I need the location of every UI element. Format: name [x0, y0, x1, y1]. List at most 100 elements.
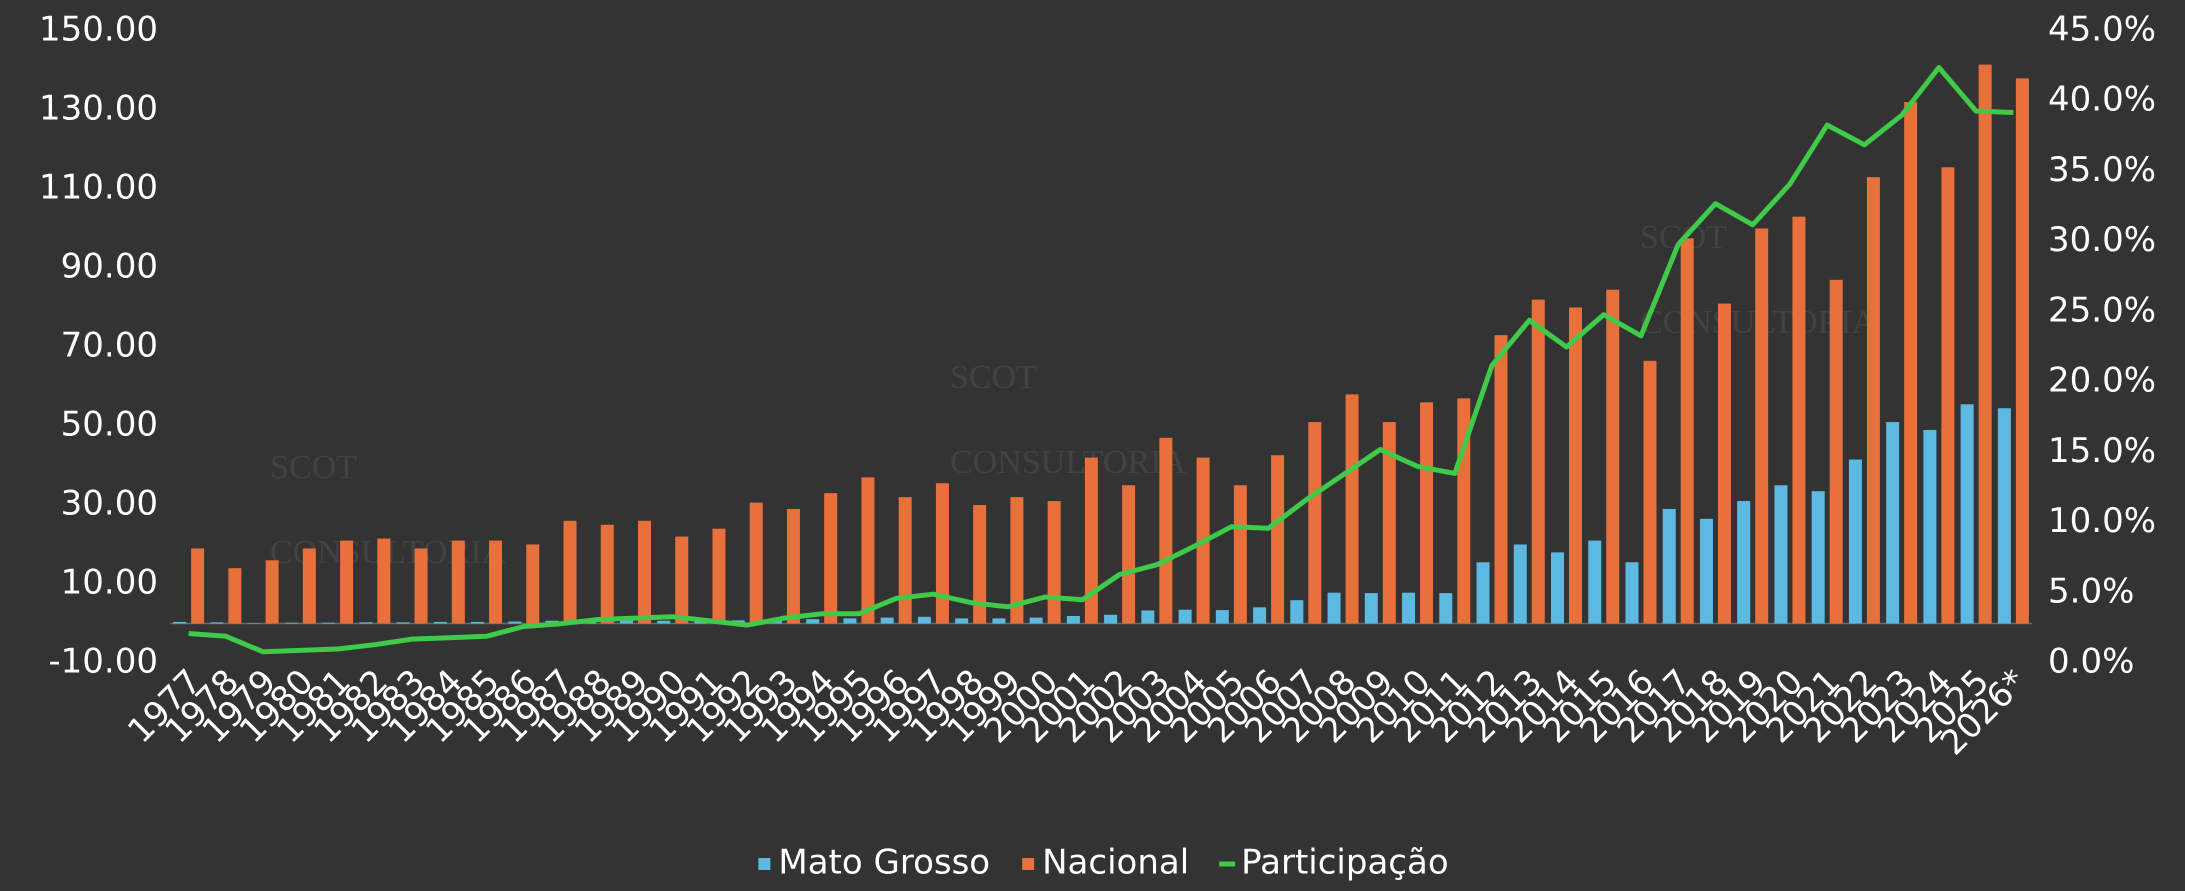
y2-tick-label: 30.0% [2048, 220, 2156, 260]
y2-tick-label: 10.0% [2048, 501, 2156, 541]
y2-tick-label: 20.0% [2048, 361, 2156, 401]
bar [1792, 217, 1805, 624]
bar [1159, 438, 1172, 624]
y2-tick-label: 25.0% [2048, 290, 2156, 330]
bar [1625, 562, 1638, 623]
y2-tick-label: 35.0% [2048, 150, 2156, 190]
bar [1606, 290, 1619, 624]
bar [936, 483, 949, 623]
watermark: CONSULTORIA [950, 444, 1187, 481]
bar [1923, 430, 1936, 624]
bar [1514, 545, 1527, 624]
legend-label: Mato Grosso [778, 843, 990, 883]
bar [471, 622, 484, 624]
bar [918, 617, 931, 624]
bar [1737, 501, 1750, 623]
bar [1532, 300, 1545, 624]
y-tick-label: 110.00 [39, 168, 158, 208]
bar [1122, 485, 1135, 623]
bar [1867, 177, 1880, 623]
bar [1569, 308, 1582, 624]
bar [881, 618, 894, 624]
bar [899, 497, 912, 623]
bar [1420, 402, 1433, 623]
bar [1830, 280, 1843, 624]
bar [1755, 229, 1768, 624]
bar [1402, 593, 1415, 624]
bar [843, 618, 856, 623]
bar [1253, 607, 1266, 623]
bar [1979, 65, 1992, 624]
y-tick-label: 10.00 [61, 563, 158, 603]
bar [228, 568, 241, 623]
y-tick-label: -10.00 [48, 642, 158, 682]
y2-tick-label: 5.0% [2048, 571, 2134, 611]
bar [489, 541, 502, 624]
bar [1904, 102, 1917, 623]
bar [1104, 615, 1117, 624]
bar [1271, 455, 1284, 623]
bar [638, 521, 651, 624]
bar [806, 619, 819, 623]
bar [1551, 552, 1564, 623]
bar [1998, 408, 2011, 623]
y2-tick-label: 40.0% [2048, 80, 2156, 120]
bar [1216, 610, 1229, 623]
y-tick-label: 70.00 [61, 326, 158, 366]
bar [415, 548, 428, 623]
bar [601, 525, 614, 624]
bar [1588, 541, 1601, 624]
bar [397, 622, 410, 623]
legend-symbol [758, 858, 770, 870]
bar [1718, 304, 1731, 624]
chart: SCOTCONSULTORIASCOTCONSULTORIASCOTCONSUL… [0, 0, 2185, 891]
bar [1643, 361, 1656, 624]
bar [955, 618, 968, 623]
bar [1477, 562, 1490, 623]
bar [1700, 519, 1713, 624]
bar [173, 622, 186, 624]
bar [861, 477, 874, 623]
bar [1681, 238, 1694, 623]
watermark: SCOT [270, 449, 357, 486]
bar [1886, 422, 1899, 623]
y-tick-label: 90.00 [61, 247, 158, 287]
bar [1234, 485, 1247, 623]
bar [2016, 78, 2029, 623]
legend-symbol [1022, 858, 1034, 870]
bar [1941, 167, 1954, 623]
bar [1048, 501, 1061, 623]
bar [675, 537, 688, 624]
bar [1067, 616, 1080, 624]
bar [564, 521, 577, 624]
bar [1663, 509, 1676, 624]
bar [285, 623, 298, 624]
y-tick-label: 130.00 [39, 89, 158, 129]
bar [191, 548, 204, 623]
bar [303, 548, 316, 623]
bar [750, 503, 763, 624]
legend: Mato Grosso Nacional Participação [758, 843, 1448, 883]
bar [322, 623, 335, 624]
bar [452, 541, 465, 624]
bar [340, 541, 353, 624]
y-tick-label: 30.00 [61, 484, 158, 524]
bar [1961, 404, 1974, 623]
bar [712, 529, 725, 624]
y2-tick-label: 15.0% [2048, 431, 2156, 471]
bar [992, 618, 1005, 623]
bar [657, 621, 670, 624]
legend-label: Nacional [1042, 843, 1189, 883]
bar [824, 493, 837, 623]
bar [1365, 593, 1378, 623]
y2-tick-label: 45.0% [2048, 10, 2156, 50]
bar [1849, 460, 1862, 624]
bar [1812, 491, 1825, 623]
bar [1495, 335, 1508, 623]
bar [787, 509, 800, 624]
legend-label: Participação [1241, 843, 1448, 883]
bar [1030, 618, 1043, 624]
bar [377, 539, 390, 624]
bar [526, 545, 539, 624]
bar [1346, 394, 1359, 623]
